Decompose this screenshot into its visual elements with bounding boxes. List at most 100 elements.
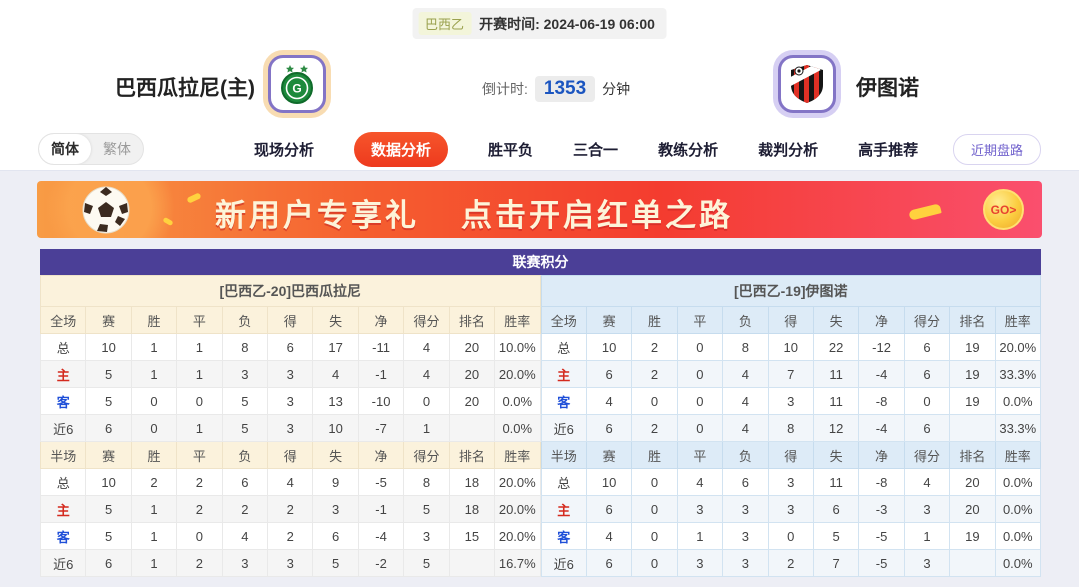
team-section-header: [巴西乙-19]伊图诺 <box>540 275 1041 307</box>
stat-cell: 5 <box>221 414 269 442</box>
nav-tab-6[interactable]: 高手推荐 <box>858 141 919 159</box>
lang-simplified[interactable]: 简体 <box>39 134 91 164</box>
stat-cell: 2 <box>631 414 678 442</box>
stat-cell: 3 <box>767 468 814 496</box>
stat-cell: 16.7% <box>494 549 541 577</box>
confetti-icon <box>186 192 202 204</box>
stat-cell: 0 <box>676 360 724 388</box>
nav-tab-0[interactable]: 现场分析 <box>254 141 315 159</box>
stat-cell: 6 <box>585 549 633 577</box>
stat-cell: 2 <box>176 468 223 496</box>
row-label: 客 <box>39 387 87 415</box>
stat-cell: 11 <box>812 360 860 388</box>
stat-cell: 3 <box>267 549 314 577</box>
stat-cell: 3 <box>221 549 269 577</box>
column-header: 平 <box>676 306 724 334</box>
nav-tab-1[interactable]: 数据分析 <box>354 131 449 167</box>
column-header: 赛 <box>585 441 633 469</box>
stat-cell: 0 <box>631 387 678 415</box>
banner-text: 新用户专享礼 点击开启红单之路 <box>215 190 733 235</box>
row-label: 近6 <box>540 414 587 442</box>
stat-cell: 0.0% <box>994 495 1042 523</box>
match-header: 巴西乙 开赛时间: 2024-06-19 06:00 巴西瓜拉尼(主) G 倒计… <box>0 0 1079 171</box>
stat-cell: 20 <box>949 468 996 496</box>
table-row: 总 10 2 0 8 10 22 -12 6 19 20.0% <box>540 333 1042 361</box>
banner-headline: 新用户专享礼 <box>215 198 419 233</box>
row-label: 主 <box>39 360 87 388</box>
stat-cell: 2 <box>267 522 314 550</box>
stat-cell: 0 <box>403 387 450 415</box>
table-row: 主 5 1 2 2 2 3 -1 5 18 20.0% <box>39 495 541 523</box>
column-header: 得分 <box>403 306 450 334</box>
column-header: 胜 <box>130 441 178 469</box>
stat-cell: 4 <box>585 387 633 415</box>
table-row: 客 5 0 0 5 3 13 -10 0 20 0.0% <box>39 387 541 415</box>
banner-subline: 点击开启红单之路 <box>461 198 733 233</box>
column-header: 平 <box>176 306 223 334</box>
table-row: 近6 6 0 1 5 3 10 -7 1 0.0% <box>39 414 541 442</box>
stat-cell: 2 <box>221 495 269 523</box>
row-label: 主 <box>39 495 87 523</box>
column-header: 全场 <box>540 306 587 334</box>
stat-cell: 2 <box>631 333 678 361</box>
stat-cell: 10 <box>312 414 359 442</box>
stat-cell: 3 <box>676 549 724 577</box>
column-header: 净 <box>357 306 405 334</box>
column-header: 净 <box>858 441 905 469</box>
stat-cell: 1 <box>176 333 223 361</box>
stat-cell: 7 <box>767 360 814 388</box>
stat-cell: 20.0% <box>994 333 1042 361</box>
stat-cell: -5 <box>357 468 405 496</box>
promo-banner[interactable]: 新用户专享礼 点击开启红单之路 GO> <box>37 181 1042 238</box>
stat-cell: -1 <box>357 360 405 388</box>
stat-cell: 1 <box>130 360 178 388</box>
column-header: 胜率 <box>494 306 541 334</box>
stat-cell: 0 <box>631 549 678 577</box>
table-row: 总 10 0 4 6 3 11 -8 4 20 0.0% <box>540 468 1042 496</box>
lang-traditional[interactable]: 繁体 <box>103 141 131 157</box>
stat-cell: 2 <box>176 549 223 577</box>
stat-cell: 2 <box>130 468 178 496</box>
away-stats-table: [巴西乙-19]伊图诺 全场赛胜平负得失净得分 排名 胜率总 10 2 0 8 10 22 -12 6… <box>540 275 1042 577</box>
stat-cell: 1 <box>176 414 223 442</box>
nav-tab-2[interactable]: 胜平负 <box>488 141 534 159</box>
stat-cell: 10 <box>767 333 814 361</box>
stat-cell <box>949 549 996 577</box>
stat-cell: -1 <box>357 495 405 523</box>
column-header: 赛 <box>85 441 132 469</box>
column-header: 得 <box>267 441 314 469</box>
stat-cell: 3 <box>722 549 769 577</box>
nav-tab-4[interactable]: 教练分析 <box>658 141 719 159</box>
stat-cell: 1 <box>130 495 178 523</box>
table-row: 近6 6 0 3 3 2 7 -5 3 0.0% <box>540 549 1042 577</box>
stat-cell: -4 <box>357 522 405 550</box>
stat-cell: 0 <box>631 522 678 550</box>
stat-cell: 18 <box>448 468 496 496</box>
column-header: 净 <box>858 306 905 334</box>
go-button[interactable]: GO> <box>983 189 1024 230</box>
language-toggle[interactable]: 简体 繁体 <box>38 133 144 165</box>
stat-cell: -4 <box>858 414 905 442</box>
stat-cell: 3 <box>903 495 951 523</box>
stat-cell: 19 <box>949 360 996 388</box>
row-label: 总 <box>540 468 587 496</box>
column-header: 胜 <box>631 441 678 469</box>
stat-cell: 8 <box>767 414 814 442</box>
stat-cell: 4 <box>221 522 269 550</box>
recent-trend-button[interactable]: 近期盘路 <box>952 133 1041 165</box>
column-header: 排名 <box>448 441 496 469</box>
stat-cell: 1 <box>903 522 951 550</box>
column-header: 赛 <box>585 306 633 334</box>
stat-cell: 20 <box>448 360 496 388</box>
kickoff-chip: 巴西乙 开赛时间: 2024-06-19 06:00 <box>412 8 667 39</box>
nav-tab-5[interactable]: 裁判分析 <box>758 141 819 159</box>
stat-cell: 20.0% <box>494 468 541 496</box>
stat-cell <box>448 549 496 577</box>
column-header: 失 <box>312 441 359 469</box>
stat-cell: 1 <box>676 522 724 550</box>
nav-tab-3[interactable]: 三合一 <box>573 141 619 159</box>
stat-cell: 5 <box>85 360 132 388</box>
stat-cell: 6 <box>312 522 359 550</box>
stat-cell: 19 <box>949 522 996 550</box>
stat-cell: 0.0% <box>994 387 1042 415</box>
